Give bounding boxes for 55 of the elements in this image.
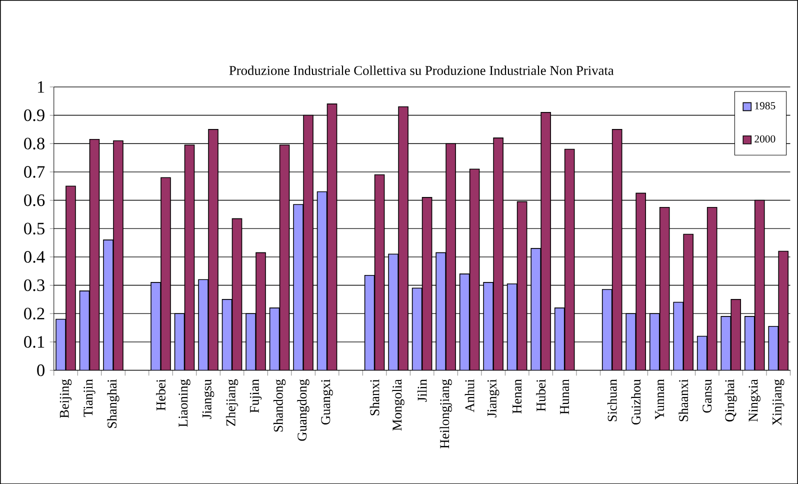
y-tick-label: 0.9 — [24, 109, 44, 122]
x-tick-label: Shanghai — [107, 379, 120, 428]
x-tick-label: Mongolia — [392, 379, 404, 430]
x-tick-label: Guangdong — [297, 379, 310, 441]
chart-title: Produzione Industriale Collettiva su Produzione Industriale Non Privata — [229, 66, 614, 75]
x-tick-label: Jiangxi — [487, 379, 500, 418]
x-tick-label: Ningxia — [748, 379, 760, 422]
bar — [469, 168, 480, 370]
x-tick-label: Guizhou — [631, 379, 641, 424]
x-tick-label: Liaoning — [178, 379, 190, 427]
y-tick-label: 0.1 — [24, 336, 44, 348]
x-tick-label: Shaanxi — [678, 379, 688, 422]
bar — [516, 201, 528, 370]
x-tick-label: Shandong — [273, 379, 286, 432]
y-tick-label: 0.7 — [24, 166, 45, 178]
y-tick-label: 0 — [37, 364, 44, 376]
bar — [422, 196, 432, 370]
x-tick-label: Tianjin — [84, 379, 96, 417]
x-tick-label: Anhui — [464, 379, 474, 412]
x-tick-label: Shanxi — [370, 379, 380, 416]
x-tick-label: Hubei — [536, 379, 546, 412]
bar — [279, 144, 290, 370]
bar — [612, 128, 622, 370]
x-tick-label: Gansu — [702, 379, 712, 412]
y-tick-label: 0.3 — [24, 279, 44, 292]
x-tick-label: Hunan — [560, 379, 570, 414]
y-tick-label: 0.4 — [24, 250, 45, 263]
x-tick-label: Jilin — [417, 379, 427, 402]
x-tick-label: Xinjiang — [772, 379, 784, 426]
y-tick-label: 0.2 — [24, 308, 44, 320]
bar — [89, 138, 100, 370]
y-tick-label: 0.8 — [24, 138, 44, 150]
bar — [564, 148, 575, 370]
bar — [232, 218, 242, 370]
x-tick-label: Hebei — [156, 379, 166, 410]
bar — [184, 144, 195, 370]
x-tick-label: Guangxi — [321, 379, 333, 424]
x-tick-label: Yunnan — [655, 379, 664, 420]
bar — [659, 206, 670, 370]
x-tick-label: Qinghai — [724, 379, 737, 422]
x-tick-label: Heilongjiang — [440, 379, 452, 448]
bar — [374, 174, 385, 370]
legend-label: 2000 — [754, 135, 776, 142]
y-tick-label: 0.6 — [24, 194, 45, 206]
x-tick-label: Zhejiang — [226, 379, 238, 426]
x-tick-label: Fujian — [250, 379, 262, 413]
legend-label: 1985 — [755, 102, 776, 110]
y-tick-label: 0.5 — [24, 222, 44, 234]
bar — [326, 103, 338, 370]
x-tick-label: Beijing — [60, 379, 72, 418]
x-tick-label: Jiangsu — [202, 379, 214, 419]
y-tick-label: 1 — [38, 81, 44, 93]
bar — [706, 206, 718, 370]
x-tick-label: Henan — [512, 379, 522, 414]
x-tick-label: Sichuan — [607, 379, 617, 422]
